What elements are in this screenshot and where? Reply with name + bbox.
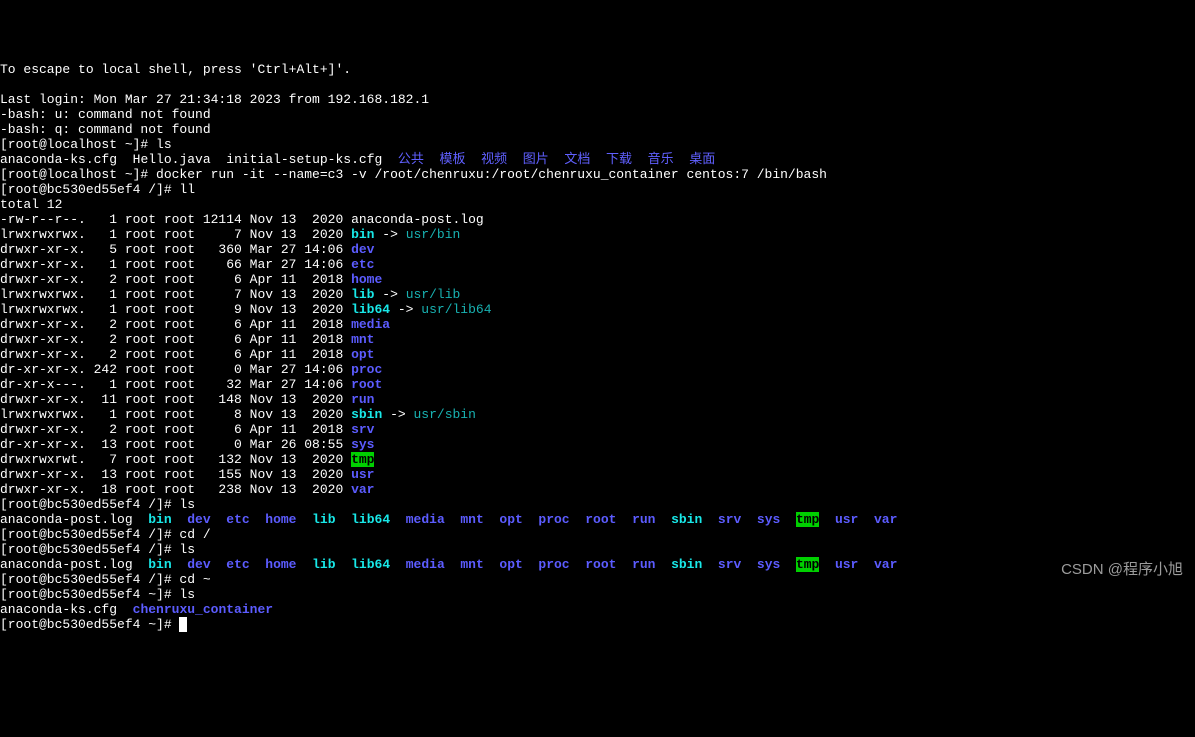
terminal-line <box>0 77 1195 92</box>
watermark: CSDN @程序小旭 <box>1061 562 1183 577</box>
terminal-line: Last login: Mon Mar 27 21:34:18 2023 fro… <box>0 92 1195 107</box>
terminal-line: drwxrwxrwt. 7 root root 132 Nov 13 2020 … <box>0 452 1195 467</box>
terminal-line: [root@bc530ed55ef4 ~]# <box>0 617 1195 632</box>
terminal-line: drwxr-xr-x. 11 root root 148 Nov 13 2020… <box>0 392 1195 407</box>
terminal-line: drwxr-xr-x. 1 root root 66 Mar 27 14:06 … <box>0 257 1195 272</box>
terminal-line: drwxr-xr-x. 2 root root 6 Apr 11 2018 op… <box>0 347 1195 362</box>
terminal-line: drwxr-xr-x. 2 root root 6 Apr 11 2018 mn… <box>0 332 1195 347</box>
terminal-line: total 12 <box>0 197 1195 212</box>
terminal-line: lrwxrwxrwx. 1 root root 8 Nov 13 2020 sb… <box>0 407 1195 422</box>
terminal-output: To escape to local shell, press 'Ctrl+Al… <box>0 62 1195 632</box>
terminal-line: lrwxrwxrwx. 1 root root 7 Nov 13 2020 bi… <box>0 227 1195 242</box>
cursor[interactable] <box>179 617 187 632</box>
terminal-line: [root@bc530ed55ef4 ~]# ls <box>0 587 1195 602</box>
terminal-line: drwxr-xr-x. 2 root root 6 Apr 11 2018 sr… <box>0 422 1195 437</box>
terminal-line: -rw-r--r--. 1 root root 12114 Nov 13 202… <box>0 212 1195 227</box>
terminal-line: drwxr-xr-x. 18 root root 238 Nov 13 2020… <box>0 482 1195 497</box>
terminal-line: lrwxrwxrwx. 1 root root 9 Nov 13 2020 li… <box>0 302 1195 317</box>
terminal-line: anaconda-ks.cfg Hello.java initial-setup… <box>0 152 1195 167</box>
terminal-line: anaconda-ks.cfg chenruxu_container <box>0 602 1195 617</box>
terminal-line: [root@localhost ~]# ls <box>0 137 1195 152</box>
terminal-line: drwxr-xr-x. 5 root root 360 Mar 27 14:06… <box>0 242 1195 257</box>
terminal-line: anaconda-post.log bin dev etc home lib l… <box>0 557 1195 572</box>
terminal-line: dr-xr-xr-x. 242 root root 0 Mar 27 14:06… <box>0 362 1195 377</box>
terminal-line: -bash: q: command not found <box>0 122 1195 137</box>
terminal-line: [root@bc530ed55ef4 /]# ls <box>0 497 1195 512</box>
terminal-line: anaconda-post.log bin dev etc home lib l… <box>0 512 1195 527</box>
terminal-line: [root@localhost ~]# docker run -it --nam… <box>0 167 1195 182</box>
terminal-line: -bash: u: command not found <box>0 107 1195 122</box>
terminal-line: drwxr-xr-x. 13 root root 155 Nov 13 2020… <box>0 467 1195 482</box>
terminal-line: dr-xr-x---. 1 root root 32 Mar 27 14:06 … <box>0 377 1195 392</box>
terminal-line: drwxr-xr-x. 2 root root 6 Apr 11 2018 ho… <box>0 272 1195 287</box>
terminal-line: [root@bc530ed55ef4 /]# ll <box>0 182 1195 197</box>
terminal-line: drwxr-xr-x. 2 root root 6 Apr 11 2018 me… <box>0 317 1195 332</box>
terminal-line: To escape to local shell, press 'Ctrl+Al… <box>0 62 1195 77</box>
terminal-line: [root@bc530ed55ef4 /]# ls <box>0 542 1195 557</box>
terminal-line: dr-xr-xr-x. 13 root root 0 Mar 26 08:55 … <box>0 437 1195 452</box>
terminal-line: [root@bc530ed55ef4 /]# cd / <box>0 527 1195 542</box>
terminal-line: lrwxrwxrwx. 1 root root 7 Nov 13 2020 li… <box>0 287 1195 302</box>
